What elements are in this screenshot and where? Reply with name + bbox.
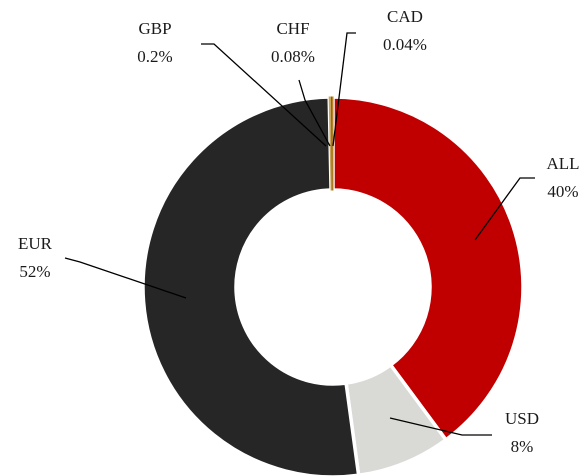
slice-value-label: 0.08% [271,47,315,66]
leader-line [64,257,187,299]
slice-value-label: 40% [547,182,578,201]
slice-label: ALL [546,154,579,173]
slice-value-label: 52% [19,262,50,281]
donut-slice [141,95,361,476]
slice-label: CAD [387,7,423,26]
donut-slice [331,95,525,443]
leader-line [474,177,535,241]
slice-label: CHF [276,19,309,38]
slice-value-label: 0.2% [137,47,172,66]
slice-label: EUR [18,234,53,253]
slice-value-label: 8% [511,437,534,456]
leader-line [389,417,492,436]
leader-line [298,79,331,147]
leader-line [332,32,356,147]
slice-value-label: 0.04% [383,35,427,54]
leader-line [201,43,327,147]
slice-label: GBP [138,19,171,38]
slice-label: USD [505,409,539,428]
